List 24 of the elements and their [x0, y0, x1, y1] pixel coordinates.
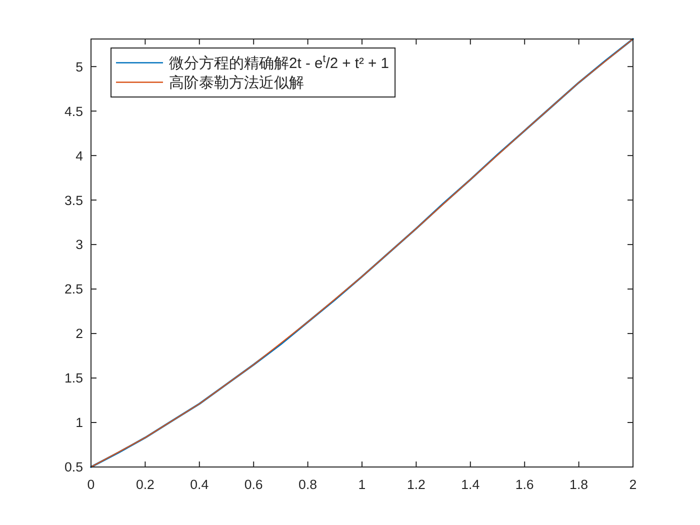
x-tick-label: 2: [629, 477, 637, 492]
y-tick-label: 1.5: [64, 370, 83, 386]
y-tick-label: 2: [76, 326, 83, 342]
y-tick-label: 5: [76, 59, 83, 74]
y-tick-label: 3: [76, 237, 83, 252]
y-tick-label: 1: [76, 415, 83, 430]
y-tick-label: 4.5: [64, 104, 83, 119]
x-tick-label: 1.6: [515, 477, 534, 492]
y-tick-label: 3.5: [64, 192, 83, 208]
legend-label: 微分方程的精确解2t - e$^{t}$/2 + t² + 1: [169, 52, 390, 72]
x-tick-label: 1.8: [570, 477, 588, 492]
x-tick-label: 0: [87, 477, 95, 492]
y-tick-label: 4: [76, 148, 83, 164]
legend-label: 高阶泰勒方法近似解: [169, 74, 304, 92]
line-series: [90, 38, 634, 468]
x-tick-label: 0.2: [136, 477, 154, 492]
y-tick-label: 2.5: [64, 282, 83, 297]
y-tick-label: 0.5: [64, 460, 83, 475]
x-tick-label: 0.4: [190, 477, 209, 492]
x-tick-label: 1.2: [406, 477, 426, 492]
x-tick-label: 1: [358, 477, 366, 492]
x-tick-label: 0.6: [244, 477, 263, 492]
x-tick-label: 1.4: [461, 477, 480, 492]
x-tick-label: 0.8: [298, 477, 318, 492]
